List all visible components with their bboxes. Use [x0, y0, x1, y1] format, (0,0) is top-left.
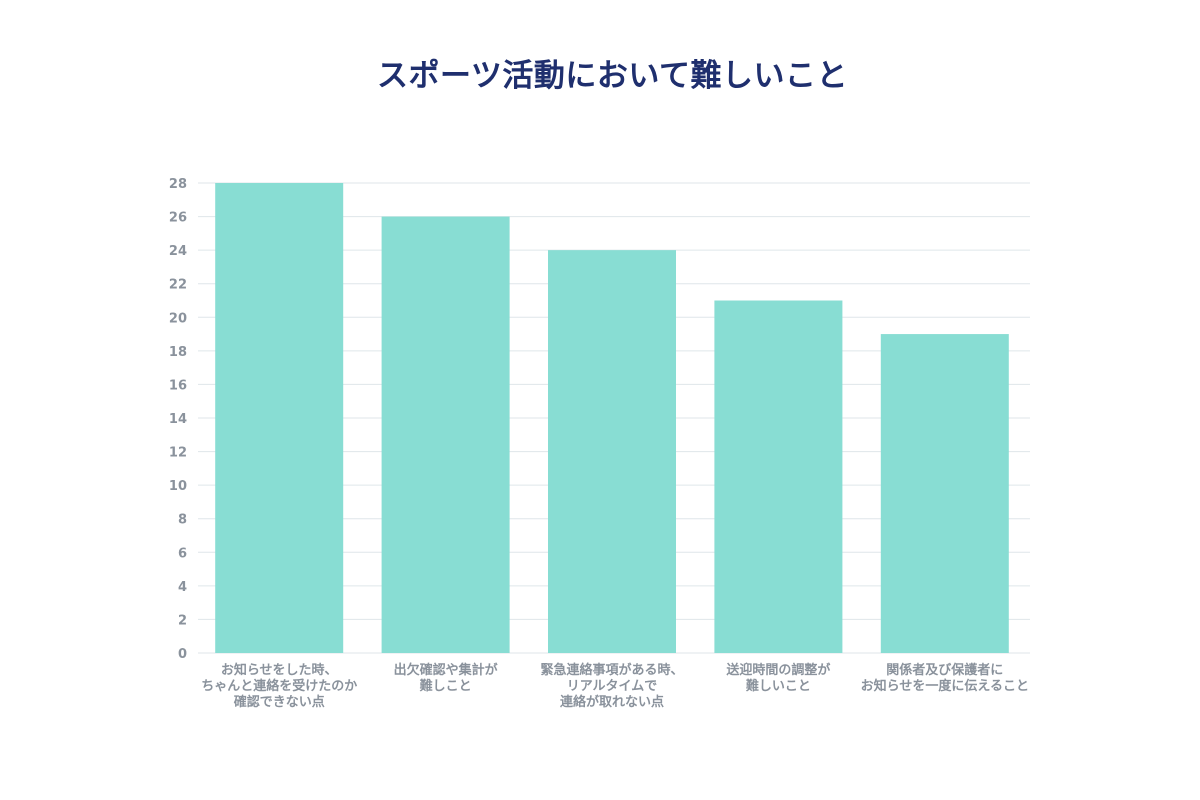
x-category-label: お知らせをした時、ちゃんと連絡を受けたのか確認できない点 [201, 662, 357, 710]
x-category-label-line: 出欠確認や集計が [394, 662, 498, 678]
y-tick-label: 10 [169, 479, 187, 494]
x-category-label-line: 確認できない点 [234, 694, 325, 710]
bar [381, 216, 510, 654]
bars [215, 183, 1009, 654]
x-category-label-line: 連絡が取れない点 [560, 694, 664, 710]
y-tick-label: 24 [169, 244, 187, 259]
y-tick-label: 4 [178, 580, 187, 595]
x-category-label-line: 送迎時間の調整が [725, 662, 830, 678]
bar [215, 183, 344, 653]
y-tick-label: 0 [178, 647, 187, 662]
x-category-label: 関係者及び保護者にお知らせを一度に伝えること [861, 662, 1029, 694]
bar [714, 300, 843, 653]
bar [548, 250, 676, 653]
y-tick-label: 28 [169, 177, 187, 192]
x-category-label-line: ちゃんと連絡を受けたのか [201, 678, 357, 694]
x-category-label-line: お知らせをした時、 [221, 662, 338, 678]
x-category-label-line: 難しこと [420, 678, 472, 694]
x-category-label-line: 難しいこと [746, 678, 811, 694]
y-tick-label: 26 [169, 211, 187, 226]
y-tick-label: 16 [169, 378, 187, 393]
x-category-label-line: リアルタイムで [567, 679, 658, 694]
bar [880, 334, 1009, 653]
x-axis-category-labels: お知らせをした時、ちゃんと連絡を受けたのか確認できない点 出欠確認や集計が難しこと… [201, 662, 1029, 710]
y-tick-label: 6 [178, 546, 187, 561]
x-category-label: 緊急連絡事項がある時、リアルタイムで連絡が取れない点 [540, 662, 683, 710]
x-category-label: 出欠確認や集計が難しこと [394, 662, 498, 694]
y-tick-label: 14 [169, 412, 187, 427]
y-tick-label: 2 [178, 613, 187, 628]
x-category-label-line: 関係者及び保護者に [886, 662, 1003, 678]
y-tick-label: 22 [169, 278, 187, 293]
x-category-label: 送迎時間の調整が難しいこと [725, 662, 830, 694]
x-category-label-line: お知らせを一度に伝えること [861, 678, 1029, 694]
y-tick-label: 18 [169, 345, 187, 360]
chart-title: スポーツ活動において難しいこと [377, 58, 848, 94]
y-tick-label: 20 [169, 311, 187, 326]
y-tick-label: 8 [178, 513, 187, 528]
x-category-label-line: 緊急連絡事項がある時、 [540, 662, 683, 678]
y-tick-label: 12 [169, 446, 187, 461]
